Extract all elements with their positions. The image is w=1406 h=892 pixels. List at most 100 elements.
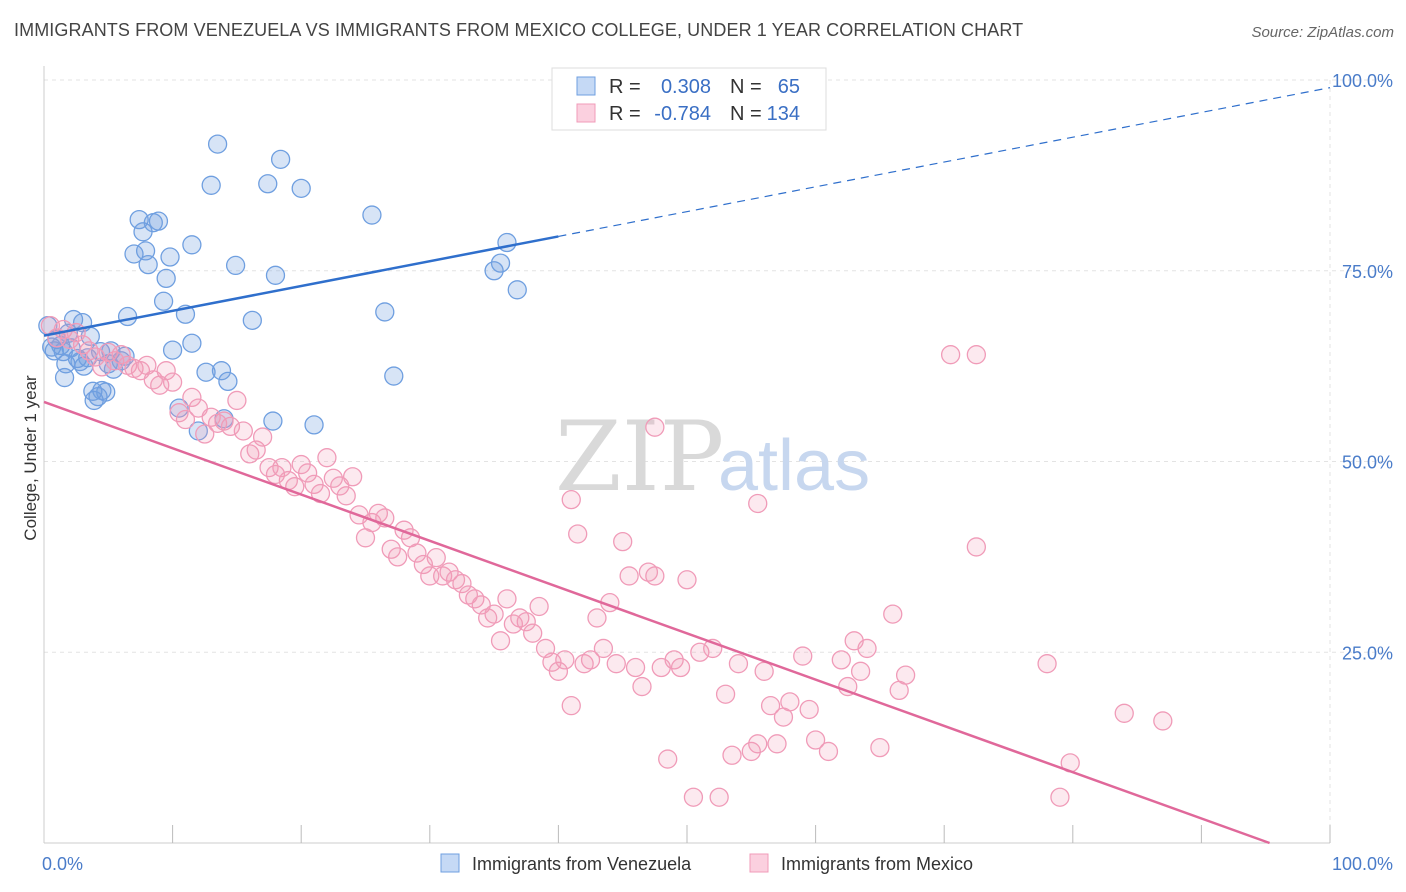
point-mexico	[728, 654, 749, 674]
point-mexico	[587, 608, 607, 628]
point-venezuela	[201, 175, 221, 195]
source-label: Source: ZipAtlas.com	[1251, 24, 1394, 41]
series-legend-venezuela: Immigrants from Venezuela	[472, 854, 692, 874]
point-mexico	[407, 543, 427, 563]
point-mexico	[767, 734, 787, 754]
point-venezuela	[362, 205, 382, 225]
point-venezuela	[207, 134, 228, 154]
point-venezuela	[124, 244, 144, 264]
point-mexico	[561, 696, 581, 716]
point-mexico	[233, 421, 253, 441]
point-mexico	[561, 489, 581, 510]
point-venezuela	[162, 340, 183, 360]
point-mexico	[966, 345, 986, 365]
point-mexico	[555, 650, 575, 670]
trend-line-venezuela	[43, 235, 559, 337]
point-venezuela	[270, 149, 291, 170]
y-tick-label: 25.0%	[1342, 643, 1393, 663]
point-venezuela	[182, 235, 202, 255]
point-mexico	[722, 745, 742, 765]
point-mexico	[754, 661, 774, 681]
point-mexico	[490, 631, 511, 651]
point-venezuela	[507, 280, 527, 300]
watermark: ZIP atlas	[555, 401, 870, 513]
legend-r-label: R =	[609, 103, 641, 125]
trend-line-mexico	[43, 400, 1270, 845]
point-venezuela	[263, 411, 283, 431]
point-venezuela	[160, 247, 180, 267]
point-mexico	[850, 661, 871, 681]
axes	[43, 66, 1331, 844]
point-mexico	[670, 657, 691, 678]
point-mexico	[883, 604, 903, 624]
point-mexico	[715, 684, 736, 704]
point-mexico	[818, 741, 839, 762]
point-mexico	[1037, 654, 1057, 674]
watermark-zip: ZIP	[555, 401, 724, 513]
point-mexico	[548, 661, 569, 681]
point-mexico	[606, 654, 626, 674]
point-mexico	[323, 468, 344, 488]
point-mexico	[156, 361, 176, 381]
point-mexico	[182, 387, 202, 408]
point-mexico	[645, 566, 665, 586]
point-mexico	[484, 604, 504, 624]
x-tick-label: 0.0%	[42, 854, 83, 874]
x-tick-labels: 0.0% 100.0%	[42, 854, 1393, 874]
series-venezuela-points	[38, 134, 527, 441]
point-venezuela	[169, 398, 189, 418]
y-tick-label: 100.0%	[1332, 71, 1393, 91]
series-legend-mexico: Immigrants from Mexico	[781, 854, 973, 874]
point-mexico	[111, 345, 131, 365]
point-mexico	[940, 345, 961, 365]
legend-r-mexico: -0.784	[654, 103, 711, 125]
point-mexico	[683, 787, 704, 807]
legend-n-label: N =	[730, 103, 762, 125]
point-venezuela	[153, 291, 174, 311]
stat-legend-box	[551, 67, 827, 131]
point-venezuela	[156, 268, 176, 289]
legend-n-label: N =	[730, 76, 762, 98]
point-mexico	[568, 524, 588, 544]
point-mexico	[317, 448, 337, 468]
point-mexico	[793, 646, 813, 666]
y-tick-label: 75.0%	[1342, 262, 1393, 282]
point-venezuela	[117, 306, 138, 327]
legend-n-venezuela: 65	[778, 76, 800, 98]
point-mexico	[748, 493, 768, 514]
point-mexico	[336, 486, 356, 506]
point-venezuela	[211, 361, 232, 381]
point-mexico	[658, 749, 678, 769]
point-venezuela	[218, 371, 238, 392]
point-mexico	[175, 409, 196, 430]
legend-r-label: R =	[609, 76, 641, 98]
point-mexico	[342, 467, 363, 487]
point-mexico	[195, 424, 215, 444]
watermark-atlas: atlas	[718, 426, 870, 506]
point-venezuela	[148, 211, 169, 231]
point-mexico	[252, 427, 273, 447]
point-mexico	[748, 734, 768, 754]
point-mexico	[632, 676, 652, 697]
chart-title: IMMIGRANTS FROM VENEZUELA VS IMMIGRANTS …	[14, 20, 1024, 40]
trend-lines	[43, 87, 1331, 845]
point-mexico	[677, 570, 697, 590]
point-venezuela	[258, 174, 278, 194]
point-venezuela	[129, 209, 149, 230]
point-venezuela	[96, 382, 116, 402]
point-venezuela	[265, 265, 286, 285]
point-mexico	[760, 696, 781, 716]
point-mexico	[645, 417, 665, 437]
point-mexico	[497, 589, 517, 609]
point-mexico	[780, 692, 800, 712]
point-mexico	[709, 787, 729, 807]
point-venezuela	[138, 254, 158, 275]
point-mexico	[613, 531, 633, 552]
point-mexico	[387, 547, 408, 567]
series-legend: Immigrants from Venezuela Immigrants fro…	[440, 853, 973, 874]
point-mexico	[895, 665, 916, 685]
point-venezuela	[484, 261, 504, 281]
point-venezuela	[304, 415, 324, 435]
point-venezuela	[490, 253, 511, 273]
